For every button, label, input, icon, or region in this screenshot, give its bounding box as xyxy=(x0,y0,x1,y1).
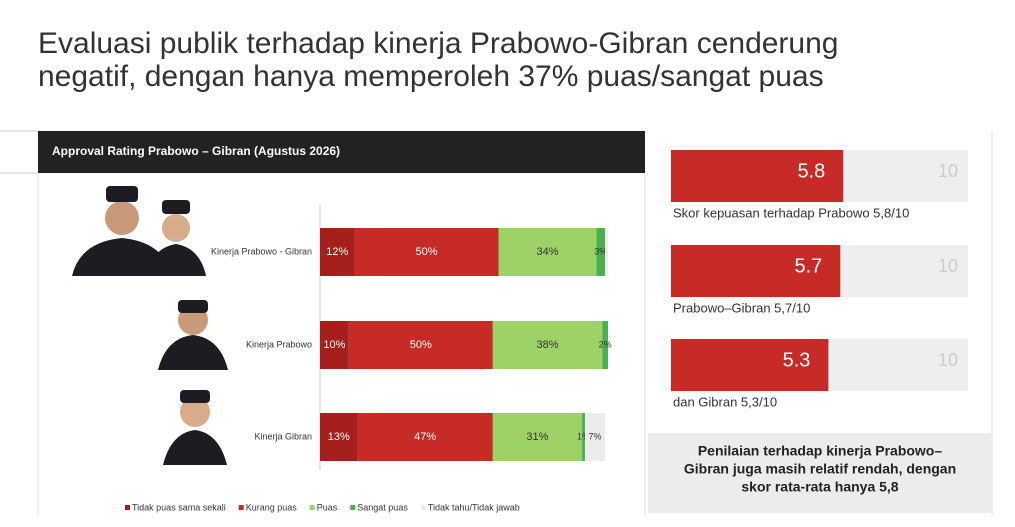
score-value: 5.8 xyxy=(797,160,825,182)
value-label: 10% xyxy=(323,339,345,351)
value-label: 13% xyxy=(328,431,350,443)
bar-segment xyxy=(348,321,493,369)
score-max: 10 xyxy=(938,161,958,181)
value-label: 50% xyxy=(410,339,432,351)
value-label: 38% xyxy=(537,339,559,351)
bar-segment xyxy=(605,228,608,276)
value-label: 31% xyxy=(526,431,548,443)
score-bar xyxy=(671,150,844,202)
score-bar xyxy=(671,245,841,297)
bar-segment xyxy=(596,228,606,276)
value-label: 12% xyxy=(326,246,348,258)
legend-swatch xyxy=(238,505,244,510)
value-label: 2% xyxy=(599,339,612,349)
bar-segment xyxy=(320,228,355,276)
score-bar xyxy=(671,339,829,391)
title-line: Evaluasi publik terhadap kinerja Prabowo… xyxy=(38,27,838,60)
score-caption: dan Gibran 5,3/10 xyxy=(673,394,777,409)
score-max: 10 xyxy=(938,256,958,276)
legend-label: Tidak tahu/Tidak jawab xyxy=(428,502,520,512)
legend-swatch xyxy=(350,505,356,510)
value-label: 3% xyxy=(594,246,607,256)
chart-header xyxy=(38,131,645,173)
value-label: 47% xyxy=(414,431,436,443)
score-caption: Skor kepuasan terhadap Prabowo 5,8/10 xyxy=(673,205,909,220)
category-label: Kinerja Gibran xyxy=(254,431,312,441)
bar-segment xyxy=(357,413,493,461)
note-line: skor rata-rata hanya 5,8 xyxy=(741,479,898,495)
bar-segment xyxy=(492,413,583,461)
title-line: negatif, dengan hanya memperoleh 37% pua… xyxy=(38,60,824,93)
legend-swatch xyxy=(309,505,315,510)
value-label: 7% xyxy=(589,431,602,441)
score-value: 5.7 xyxy=(794,255,822,277)
bar-segment xyxy=(320,321,349,369)
note-line: Penilaian terhadap kinerja Prabowo– xyxy=(698,443,943,459)
legend-label: Puas xyxy=(317,502,338,512)
score-value: 5.3 xyxy=(783,349,811,371)
bar-segment xyxy=(492,321,603,369)
category-label: Kinerja Prabowo xyxy=(246,339,312,349)
legend-swatch xyxy=(125,505,130,510)
category-label: Kinerja Prabowo - Gibran xyxy=(211,246,312,256)
chart-title: Approval Rating Prabowo – Gibran (Agustu… xyxy=(52,144,340,158)
legend-label: Sangat puas xyxy=(357,502,408,512)
legend-swatch xyxy=(420,505,426,510)
bar-segment xyxy=(354,228,499,276)
note-box xyxy=(648,433,992,513)
portrait xyxy=(72,186,228,465)
note-line: Gibran juga masih relatif rendah, dengan xyxy=(684,461,956,477)
bar-segment xyxy=(498,228,597,276)
bar-segment xyxy=(602,321,608,369)
score-caption: Prabowo–Gibran 5,7/10 xyxy=(673,300,810,315)
value-label: 1% xyxy=(577,431,590,441)
bar-segment xyxy=(582,413,585,461)
value-label: 50% xyxy=(416,246,438,258)
legend-label: Kurang puas xyxy=(246,502,298,512)
bar-segment xyxy=(320,413,358,461)
bar-segment xyxy=(584,413,606,461)
score-max: 10 xyxy=(938,350,958,370)
value-label: 34% xyxy=(537,246,559,258)
legend-label: Tidak puas sama sekali xyxy=(132,502,226,512)
